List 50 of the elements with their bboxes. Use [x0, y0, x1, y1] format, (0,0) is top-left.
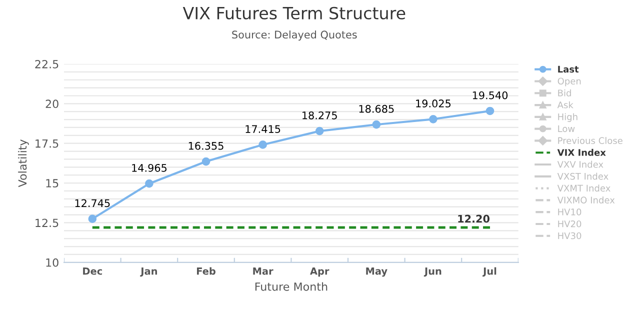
y-tick-label: 12.5	[36, 218, 58, 228]
legend-label: VXMT Index	[557, 184, 610, 192]
legend-label: Low	[558, 125, 575, 132]
data-label: 17.415	[246, 125, 280, 133]
x-tick-label: Mar	[253, 268, 274, 275]
legend-label: High	[558, 113, 578, 122]
x-axis-title: Future Month	[255, 282, 328, 291]
data-label: 16.355	[188, 142, 224, 150]
legend-label: Bid	[558, 89, 571, 96]
point	[145, 179, 154, 188]
legend-label: HV20	[558, 220, 582, 228]
point	[486, 106, 494, 116]
point	[258, 140, 267, 149]
y-tick-label: 15	[46, 179, 58, 188]
y-axis-title: Volatility	[18, 140, 29, 188]
legend-label: VXST Index	[557, 172, 608, 180]
point	[88, 214, 97, 223]
data-label: 18.685	[359, 104, 394, 113]
point	[429, 114, 438, 124]
y-tick-label: 10	[46, 258, 58, 267]
legend-label: VXV Index	[557, 160, 604, 168]
chart-title: VIX Futures Term Structure	[182, 6, 406, 20]
data-label: 18.275	[302, 111, 337, 120]
x-tick-label: Jun	[424, 268, 442, 277]
y-tick-label: 17.5	[36, 139, 58, 148]
legend-label: VIXMO Index	[557, 196, 615, 204]
legend-label: HV10	[558, 208, 582, 216]
legend-label: Previous Close	[558, 137, 622, 144]
chart-subtitle: Source: Delayed Quotes	[232, 30, 357, 41]
x-tick-label: Jul	[482, 267, 496, 277]
data-label: 12.20	[458, 214, 490, 223]
legend-label: Ask	[557, 101, 574, 108]
y-tick-label: 20	[46, 100, 58, 108]
x-tick-label: Jan	[140, 268, 157, 277]
x-tick-label: May	[366, 267, 388, 277]
point	[315, 126, 324, 136]
data-label: 19.540	[472, 91, 508, 100]
point	[202, 157, 210, 166]
legend-label: Last	[558, 66, 579, 73]
point	[372, 120, 381, 129]
data-label: 19.025	[416, 100, 451, 108]
x-tick-label: Feb	[196, 267, 216, 275]
data-label: 12.745	[75, 199, 110, 208]
legend-label: HV30	[558, 232, 582, 240]
x-tick-label: Dec	[83, 268, 102, 275]
x-tick-label: Apr	[310, 268, 330, 277]
legend-label: Open	[558, 78, 581, 86]
legend-label: VIX Index	[557, 148, 606, 156]
data-label: 14.965	[132, 164, 167, 172]
y-tick-label: 22.5	[35, 60, 58, 68]
